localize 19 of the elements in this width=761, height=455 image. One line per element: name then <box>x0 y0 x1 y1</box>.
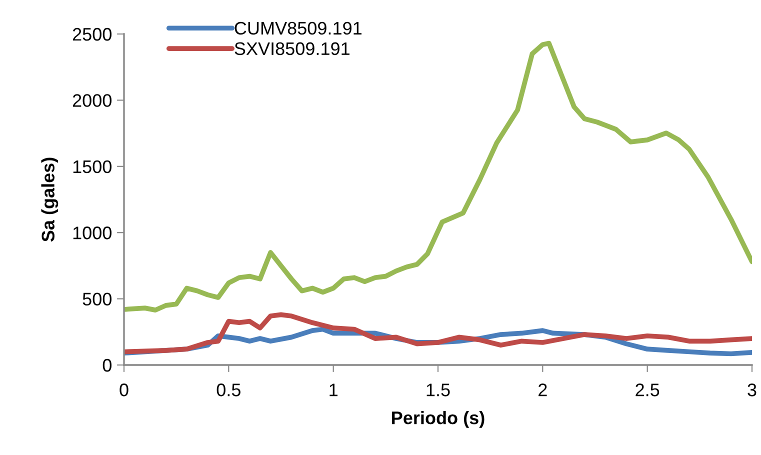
y-tick-label: 1000 <box>73 226 112 240</box>
x-tick-label: 3 <box>748 384 756 396</box>
y-tick-label: 1500 <box>73 160 112 174</box>
x-tick-label: 1 <box>330 384 338 396</box>
y-tick-label: 500 <box>82 292 112 306</box>
y-tick-label: 2500 <box>72 28 112 41</box>
legend-label: CUMV8509.191 <box>234 22 362 35</box>
legend-label: SXVI8509.191 <box>234 42 350 56</box>
x-axis-title: Periodo (s) <box>392 411 484 428</box>
line-series <box>124 40 752 312</box>
x-tick-label: 0.5 <box>216 384 240 396</box>
x-tick-label: 0 <box>120 384 128 396</box>
y-tick-label: 0 <box>102 358 112 372</box>
x-tick-label: 2 <box>538 384 547 396</box>
y-axis-title: Sa (gales) <box>41 158 58 242</box>
line-series <box>124 312 752 354</box>
y-tick-label: 2000 <box>72 94 112 107</box>
x-tick-label: 2.5 <box>636 384 660 396</box>
x-tick-label: 1.5 <box>426 384 450 396</box>
